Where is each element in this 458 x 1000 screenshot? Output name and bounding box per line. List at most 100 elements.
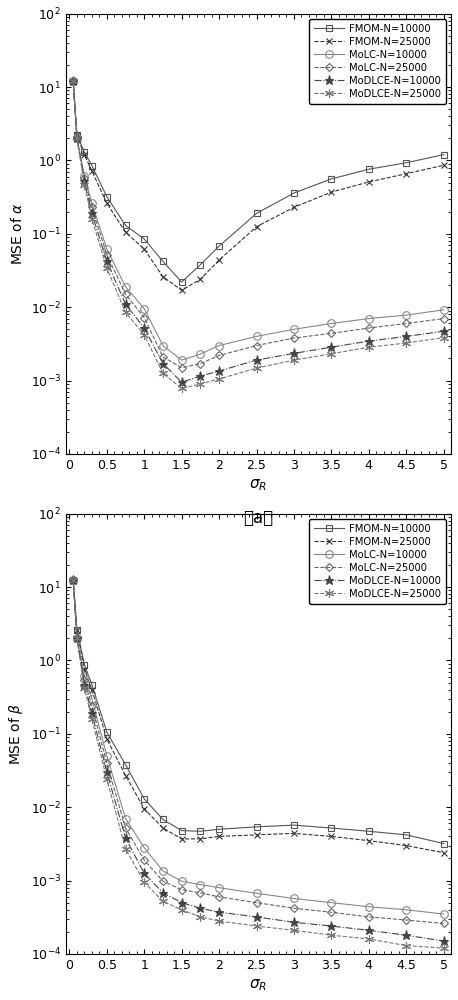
MoDLCE-N=10000 [441,935,447,947]
FMOM-N=25000 [82,664,87,676]
FMOM-N=25000 [403,840,409,852]
MoLC-N=10000 [328,317,334,329]
MoDLCE-N=25000 [328,929,334,941]
MoDLCE-N=25000 [198,911,203,923]
FMOM-N=10000 [254,821,259,833]
FMOM-N=25000 [104,197,109,209]
MoDLCE-N=10000 [123,832,128,844]
MoLC-N=25000 [82,674,87,686]
MoDLCE-N=25000 [71,574,76,586]
FMOM-N=10000 [123,219,128,231]
MoDLCE-N=10000 [254,354,259,366]
FMOM-N=10000 [216,240,222,252]
Line: FMOM-N=25000: FMOM-N=25000 [70,577,447,856]
FMOM-N=25000 [82,149,87,161]
FMOM-N=25000 [216,830,222,842]
MoLC-N=25000 [179,362,185,374]
FMOM-N=10000 [74,129,80,141]
MoLC-N=10000 [366,313,371,325]
MoLC-N=25000 [104,757,109,769]
MoLC-N=10000 [441,908,447,920]
MoDLCE-N=25000 [179,382,185,394]
MoLC-N=25000 [160,351,166,363]
FMOM-N=25000 [71,75,76,87]
MoLC-N=25000 [89,201,95,213]
MoDLCE-N=25000 [123,306,128,318]
FMOM-N=10000 [216,823,222,835]
MoLC-N=25000 [89,700,95,712]
FMOM-N=25000 [441,847,447,859]
FMOM-N=25000 [328,186,334,198]
Line: MoLC-N=10000: MoLC-N=10000 [69,576,447,918]
FMOM-N=25000 [254,221,259,233]
FMOM-N=25000 [123,226,128,238]
MoDLCE-N=10000 [254,911,259,923]
FMOM-N=10000 [441,838,447,850]
FMOM-N=10000 [366,825,371,837]
MoLC-N=10000 [291,892,297,904]
FMOM-N=10000 [198,825,203,837]
FMOM-N=10000 [123,759,128,771]
MoDLCE-N=10000 [366,924,371,936]
MoDLCE-N=10000 [198,902,203,914]
FMOM-N=10000 [254,207,259,219]
MoDLCE-N=25000 [403,940,409,952]
MoDLCE-N=10000 [89,207,95,219]
MoDLCE-N=10000 [89,707,95,719]
FMOM-N=25000 [291,827,297,839]
MoDLCE-N=25000 [291,924,297,936]
MoDLCE-N=10000 [328,341,334,353]
MoDLCE-N=25000 [366,933,371,945]
MoDLCE-N=25000 [89,213,95,225]
MoLC-N=25000 [74,132,80,144]
MoDLCE-N=10000 [291,347,297,359]
MoLC-N=10000 [403,309,409,321]
FMOM-N=10000 [71,574,76,586]
FMOM-N=25000 [123,770,128,782]
Line: FMOM-N=10000: FMOM-N=10000 [70,577,447,847]
FMOM-N=25000 [89,684,95,696]
FMOM-N=10000 [71,75,76,87]
MoLC-N=10000 [366,901,371,913]
MoDLCE-N=25000 [142,876,147,888]
FMOM-N=10000 [89,160,95,172]
FMOM-N=10000 [291,187,297,199]
MoLC-N=10000 [74,132,80,144]
MoDLCE-N=25000 [160,895,166,907]
X-axis label: $\sigma_R$: $\sigma_R$ [249,977,267,993]
FMOM-N=25000 [74,129,80,141]
FMOM-N=10000 [82,659,87,671]
MoLC-N=25000 [198,358,203,370]
MoLC-N=25000 [254,897,259,909]
FMOM-N=25000 [291,201,297,213]
MoDLCE-N=10000 [142,867,147,879]
MoLC-N=10000 [179,354,185,366]
MoLC-N=25000 [142,854,147,866]
MoDLCE-N=25000 [216,915,222,927]
MoLC-N=10000 [89,693,95,705]
MoLC-N=10000 [104,750,109,762]
MoLC-N=25000 [328,327,334,339]
Legend: FMOM-N=10000, FMOM-N=25000, MoLC-N=10000, MoLC-N=25000, MoDLCE-N=10000, MoDLCE-N: FMOM-N=10000, FMOM-N=25000, MoLC-N=10000… [309,19,446,104]
MoLC-N=25000 [216,891,222,903]
MoLC-N=25000 [198,887,203,899]
MoLC-N=10000 [328,897,334,909]
MoLC-N=25000 [254,340,259,352]
FMOM-N=10000 [198,259,203,271]
FMOM-N=25000 [179,284,185,296]
MoDLCE-N=10000 [82,679,87,691]
MoLC-N=10000 [123,813,128,825]
MoDLCE-N=10000 [71,574,76,586]
MoDLCE-N=10000 [179,897,185,909]
Line: MoDLCE-N=10000: MoDLCE-N=10000 [69,77,448,387]
MoDLCE-N=25000 [216,373,222,385]
MoDLCE-N=10000 [291,916,297,928]
MoLC-N=10000 [89,197,95,209]
X-axis label: $\sigma_R$: $\sigma_R$ [249,477,267,493]
MoDLCE-N=25000 [366,341,371,353]
MoDLCE-N=25000 [123,843,128,855]
FMOM-N=10000 [160,813,166,825]
MoLC-N=10000 [254,887,259,899]
MoDLCE-N=25000 [142,329,147,341]
MoLC-N=10000 [82,670,87,682]
